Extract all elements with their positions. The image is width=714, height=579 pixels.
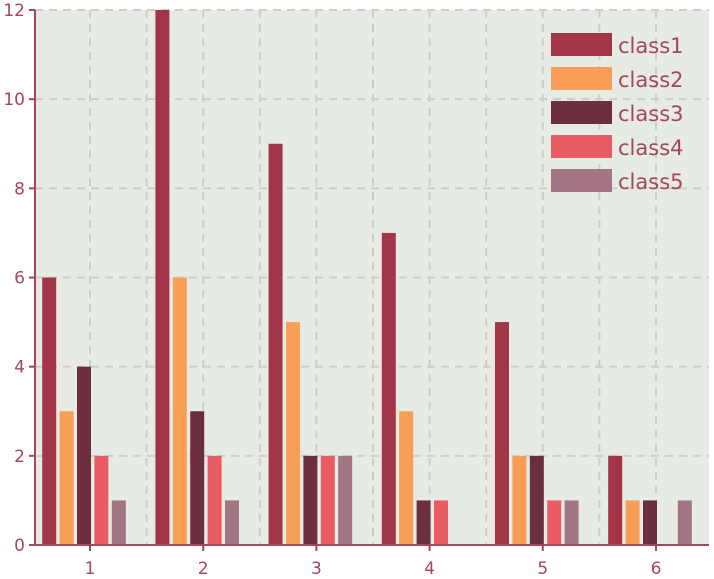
bar-class1-1 (42, 277, 57, 545)
legend-swatch-class1 (551, 33, 612, 56)
x-tick-label: 1 (85, 559, 96, 579)
bar-class2-3 (286, 322, 300, 545)
bar-class5-2 (225, 500, 239, 545)
legend-label-class2: class2 (618, 68, 684, 92)
bar-class5-5 (564, 500, 579, 545)
bar-class4-5 (547, 500, 562, 545)
x-tick-label: 3 (311, 559, 322, 579)
legend-label-class4: class4 (618, 136, 684, 160)
bar-class5-6 (677, 500, 692, 545)
bar-class4-3 (320, 455, 335, 545)
legend: class1 class2 class3 class4 class5 (551, 33, 684, 194)
legend-label-class3: class3 (618, 102, 684, 126)
y-tick-label: 2 (14, 447, 25, 467)
y-tick-label: 4 (14, 358, 25, 378)
bar-class5-3 (338, 455, 353, 545)
bar-class3-4 (416, 500, 431, 545)
bar-class2-2 (172, 277, 187, 545)
bar-class3-1 (77, 366, 91, 545)
bar-class2-1 (59, 411, 74, 545)
x-tick-label: 6 (651, 559, 662, 579)
bar-class1-4 (381, 232, 396, 545)
bar-class1-3 (268, 143, 283, 545)
bar-class2-5 (512, 455, 527, 545)
x-tick-label: 2 (198, 559, 209, 579)
bar-class3-2 (190, 411, 205, 545)
bar-class4-1 (94, 455, 109, 545)
y-tick-label: 0 (14, 536, 25, 556)
bar-class5-1 (111, 500, 126, 545)
y-axis-ticks: 0 2 4 6 8 10 12 (3, 1, 35, 556)
bar-class1-2 (155, 10, 170, 545)
bar-class3-6 (643, 500, 657, 545)
bars (42, 10, 692, 545)
y-tick-label: 12 (3, 1, 25, 21)
x-axis-ticks: 1 2 3 4 5 6 (85, 545, 662, 579)
bar-class1-5 (495, 322, 509, 545)
y-tick-label: 6 (14, 269, 25, 289)
legend-label-class5: class5 (618, 170, 684, 194)
x-tick-label: 5 (537, 559, 548, 579)
bar-class2-4 (399, 411, 414, 545)
y-tick-label: 8 (14, 179, 25, 199)
bar-class3-3 (303, 455, 318, 545)
legend-swatch-class4 (551, 135, 612, 158)
legend-swatch-class5 (551, 169, 612, 192)
bar-class3-5 (529, 455, 544, 545)
bar-class1-6 (608, 455, 623, 545)
x-tick-label: 4 (424, 559, 435, 579)
y-tick-label: 10 (3, 90, 25, 110)
bar-class4-2 (207, 455, 222, 545)
grid-lines (35, 9, 709, 546)
bar-class4-4 (434, 500, 448, 545)
bar-class2-6 (625, 500, 640, 545)
legend-swatch-class3 (551, 101, 612, 124)
legend-label-class1: class1 (618, 34, 684, 58)
legend-swatch-class2 (551, 67, 612, 90)
